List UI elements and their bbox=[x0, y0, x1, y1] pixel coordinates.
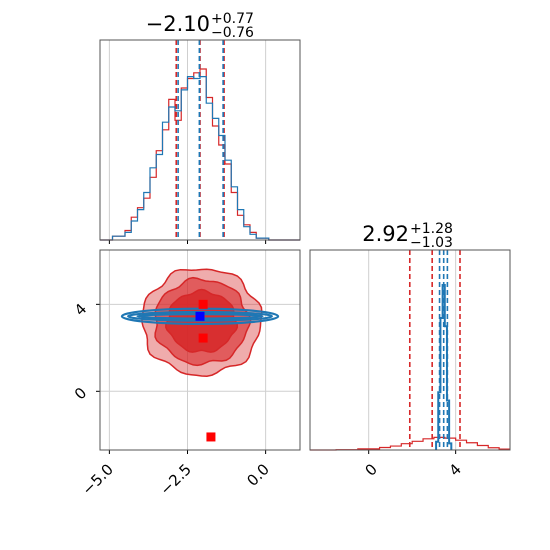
title-param-2-median: 2.92 bbox=[362, 222, 409, 246]
hist-series-p2-0 bbox=[310, 436, 510, 451]
panel-joint-param-1-param-2 bbox=[96, 249, 301, 454]
marker-1 bbox=[198, 333, 208, 343]
xtick-label-4-p2: 4 bbox=[446, 460, 465, 479]
xtick-label-minus-2-5: −2.5 bbox=[157, 460, 195, 498]
x-ticklabels-param-1: −5.0 −2.5 0.0 bbox=[79, 460, 273, 498]
title-param-2-plus: +1.28 bbox=[410, 221, 453, 237]
xtick-label-0: 0.0 bbox=[243, 460, 273, 490]
marker-2 bbox=[198, 299, 208, 309]
ytick-label-0: 0 bbox=[71, 384, 90, 403]
panel-marginal-param-2 bbox=[309, 249, 511, 454]
title-param-2-minus: −1.03 bbox=[410, 235, 453, 251]
panel-frame-2 bbox=[309, 249, 511, 451]
xtick-label-minus-5: −5.0 bbox=[79, 460, 117, 498]
panel-frame-0 bbox=[99, 39, 301, 241]
ytick-label-4: 4 bbox=[71, 300, 90, 319]
title-param-1-minus: −0.76 bbox=[211, 25, 254, 41]
marker-0 bbox=[195, 311, 205, 321]
x-ticklabels-param-2: 0 4 bbox=[362, 460, 465, 479]
panel-frame-1 bbox=[99, 249, 301, 451]
title-param-1-median: −2.10 bbox=[146, 12, 210, 36]
hist-series-1 bbox=[100, 76, 300, 241]
hist-series-0 bbox=[100, 68, 300, 241]
y-ticklabels-param-2: 4 0 bbox=[71, 300, 90, 403]
panel-marginal-param-1 bbox=[99, 39, 301, 244]
title-param-1-plus: +0.77 bbox=[211, 11, 254, 27]
xtick-label-0-p2: 0 bbox=[362, 460, 381, 479]
marker-3 bbox=[206, 432, 216, 442]
